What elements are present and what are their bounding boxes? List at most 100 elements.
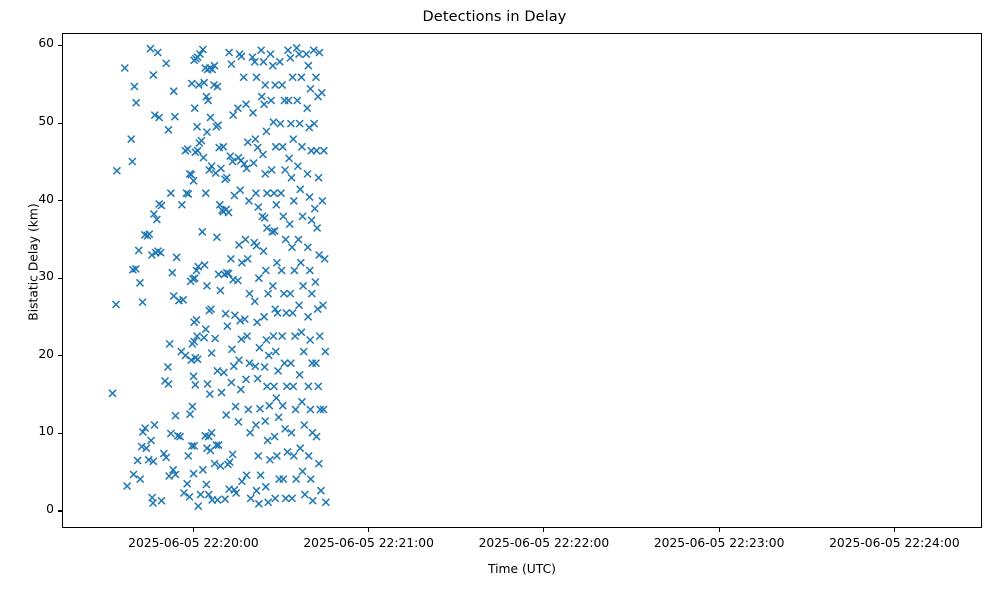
scatter-point	[226, 254, 235, 263]
scatter-point	[162, 453, 171, 462]
scatter-point	[159, 449, 168, 458]
scatter-point	[187, 170, 196, 179]
scatter-point	[229, 111, 238, 120]
y-tick-label: 40	[38, 191, 54, 206]
scatter-point	[244, 196, 253, 205]
scatter-point	[134, 246, 143, 255]
scatter-point	[237, 52, 246, 61]
scatter-point	[285, 154, 294, 163]
scatter-point	[246, 428, 255, 437]
scatter-point	[248, 53, 257, 62]
x-tick-mark	[543, 528, 545, 532]
scatter-point	[308, 359, 317, 368]
scatter-point	[250, 57, 259, 66]
scatter-point	[262, 127, 271, 136]
scatter-point	[286, 359, 295, 368]
scatter-point	[164, 380, 173, 389]
scatter-point	[236, 385, 245, 394]
scatter-point	[253, 318, 262, 327]
scatter-point	[281, 494, 290, 503]
scatter-point	[314, 459, 323, 468]
scatter-point	[190, 441, 199, 450]
scatter-point	[182, 189, 191, 198]
scatter-point	[191, 380, 200, 389]
scatter-point	[252, 241, 261, 250]
scatter-point	[299, 281, 308, 290]
y-tick-label: 0	[46, 501, 54, 516]
scatter-point	[246, 494, 255, 503]
y-tick-mark	[58, 200, 62, 202]
scatter-point	[267, 165, 276, 175]
scatter-point	[299, 347, 308, 356]
scatter-point	[288, 308, 297, 317]
scatter-point	[243, 138, 252, 147]
scatter-point	[190, 104, 199, 113]
scatter-point	[282, 308, 291, 317]
scatter-point	[295, 301, 304, 310]
scatter-point	[248, 108, 258, 117]
scatter-point	[292, 475, 301, 484]
scatter-point	[203, 380, 212, 389]
scatter-point	[300, 490, 309, 499]
scatter-point	[290, 332, 299, 341]
scatter-point	[214, 270, 223, 279]
scatter-point	[311, 278, 320, 287]
scatter-point	[152, 215, 161, 224]
y-tick-mark	[58, 277, 62, 279]
x-tick-label: 2025-06-05 22:21:00	[303, 536, 434, 550]
scatter-point	[193, 146, 202, 155]
scatter-point	[211, 334, 220, 343]
scatter-point	[252, 486, 261, 495]
scatter-point	[136, 475, 145, 484]
scatter-point	[267, 96, 276, 105]
scatter-point	[245, 289, 254, 298]
scatter-point	[295, 370, 304, 379]
scatter-point	[222, 173, 231, 182]
scatter-point	[112, 300, 121, 309]
scatter-point	[240, 315, 249, 324]
scatter-point	[201, 325, 210, 334]
scatter-point	[245, 359, 254, 368]
scatter-point	[315, 48, 324, 57]
scatter-point	[313, 305, 322, 314]
scatter-point	[127, 135, 136, 144]
scatter-point	[296, 444, 305, 453]
scatter-point	[237, 258, 246, 267]
scatter-point	[304, 382, 313, 391]
scatter-point	[279, 475, 288, 484]
scatter-point	[254, 203, 263, 212]
scatter-point	[112, 166, 121, 175]
scatter-point	[317, 88, 326, 97]
scatter-point	[305, 266, 314, 275]
scatter-point	[150, 420, 159, 430]
x-tick-label: 2025-06-05 22:22:00	[478, 536, 610, 550]
scatter-point	[232, 488, 241, 498]
scatter-point	[272, 451, 281, 460]
scatter-point	[249, 159, 258, 168]
scatter-point	[307, 216, 316, 225]
scatter-point	[207, 428, 216, 437]
scatter-point	[309, 46, 318, 55]
scatter-point	[235, 356, 244, 365]
scatter-point	[222, 410, 231, 419]
scatter-point	[259, 57, 268, 66]
scatter-point	[236, 186, 245, 195]
scatter-point	[258, 150, 267, 159]
scatter-point	[318, 196, 327, 205]
scatter-point	[279, 212, 288, 221]
scatter-point	[149, 457, 158, 466]
scatter-point	[290, 266, 299, 275]
scatter-point	[269, 382, 279, 391]
scatter-point	[211, 169, 220, 178]
scatter-point	[162, 59, 171, 68]
scatter-point	[221, 495, 230, 504]
scatter-point	[261, 266, 270, 275]
scatter-point	[187, 441, 196, 450]
scatter-point	[260, 312, 269, 321]
scatter-point	[149, 210, 158, 219]
scatter-point	[184, 451, 193, 460]
scatter-point	[255, 404, 265, 413]
scatter-point	[202, 444, 211, 453]
scatter-point	[186, 410, 195, 419]
scatter-point	[206, 113, 215, 122]
